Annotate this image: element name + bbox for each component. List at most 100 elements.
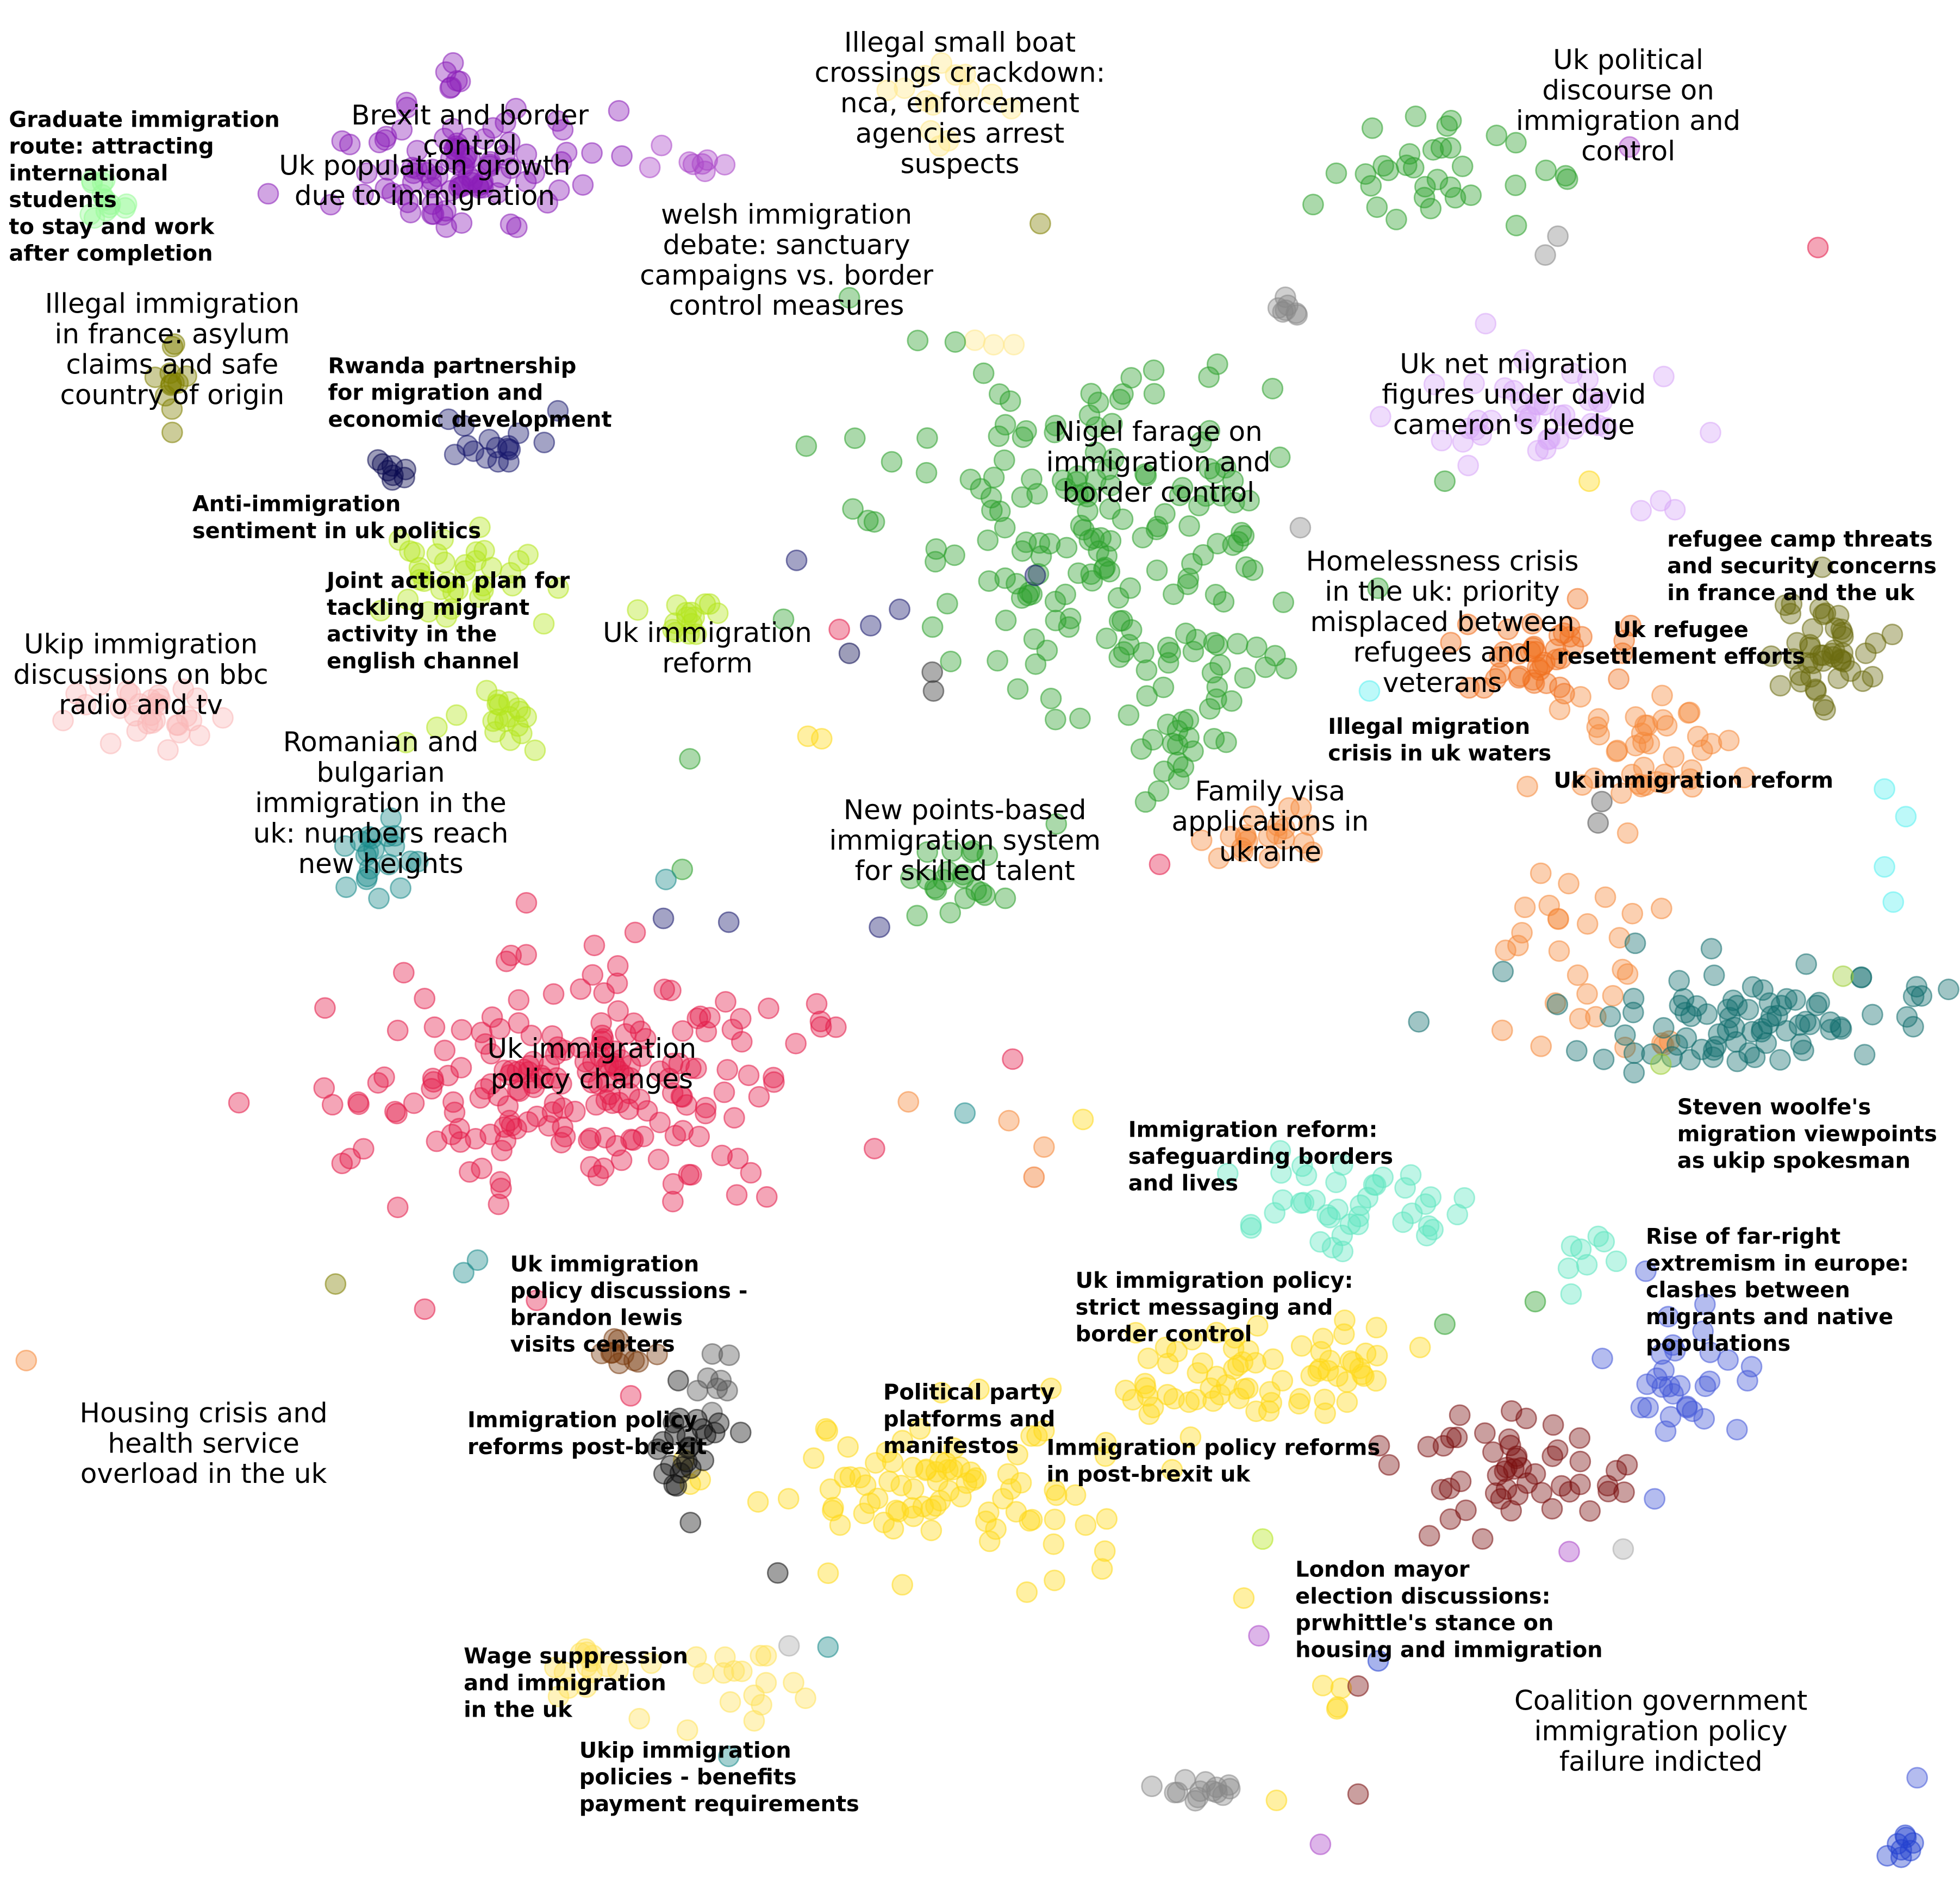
cluster-point (126, 720, 148, 742)
cluster-point (1369, 406, 1391, 428)
cluster-point (1521, 613, 1543, 635)
cluster-point (902, 1478, 925, 1500)
cluster-point (1733, 766, 1755, 789)
cluster-point (1385, 208, 1407, 230)
cluster-point (713, 1662, 734, 1684)
cluster-point (390, 877, 411, 899)
cluster-label-line: border control (1062, 477, 1254, 508)
cluster-point (876, 79, 898, 102)
outlier-point (717, 1745, 740, 1767)
cluster-point (461, 172, 483, 194)
cluster-point (15, 1349, 38, 1371)
cluster-point (1527, 394, 1549, 416)
cluster-point (1687, 725, 1709, 747)
outlier-point (889, 598, 910, 620)
cluster-point (1596, 1475, 1619, 1496)
cluster-point (925, 551, 946, 573)
cluster-point (1812, 603, 1834, 626)
cluster-point (480, 1043, 502, 1065)
cluster-point (1023, 628, 1045, 650)
cluster-point (795, 1687, 816, 1709)
outlier-point (1023, 1166, 1045, 1188)
cluster-point (1569, 1473, 1591, 1495)
cluster-point (358, 826, 380, 848)
scatter-point (1215, 731, 1237, 753)
cluster-point (1616, 1454, 1638, 1476)
cluster-point (167, 714, 189, 736)
cluster-label-line: Uk immigration policy: (1076, 1268, 1353, 1293)
outlier-point (785, 549, 808, 571)
cluster-point (1717, 999, 1739, 1020)
cluster-point (1166, 1340, 1188, 1363)
scatter-point (1134, 791, 1157, 813)
scatter-point (1616, 963, 1639, 985)
cluster-point (1862, 665, 1884, 688)
outlier-point (1578, 470, 1600, 492)
cluster-point (1588, 708, 1609, 730)
cluster-point (1314, 1388, 1335, 1411)
cluster-point (1422, 1219, 1444, 1240)
cluster-point (1591, 391, 1613, 413)
cluster-point (1561, 362, 1583, 384)
cluster-point (1663, 746, 1685, 768)
cluster-point (988, 425, 1010, 447)
outlier-point (1248, 1625, 1270, 1647)
cluster-point (1096, 1508, 1118, 1530)
cluster-label-line: resettlement efforts (1557, 644, 1805, 669)
cluster-point (368, 132, 390, 153)
cluster-point (1154, 503, 1176, 525)
cluster-point (1402, 157, 1425, 179)
outlier-point (828, 619, 851, 640)
cluster-point (352, 183, 374, 205)
cluster-point (423, 1016, 446, 1038)
cluster-point (1737, 1370, 1758, 1392)
cluster-point (1085, 416, 1107, 438)
cluster-point (1597, 1481, 1619, 1502)
cluster-point (680, 1057, 702, 1080)
cluster-point (1608, 668, 1630, 690)
cluster-label-line: Uk refugee (1613, 618, 1748, 643)
scatter-point (1152, 676, 1175, 699)
cluster-point (698, 593, 721, 615)
cluster-point (1700, 938, 1722, 960)
cluster-label-line: control (423, 130, 517, 161)
cluster-point (1862, 1003, 1883, 1026)
cluster-point (1026, 1425, 1048, 1447)
cluster-point (1811, 556, 1833, 578)
cluster-point (714, 1646, 736, 1668)
cluster-point (624, 921, 646, 944)
cluster-point (914, 65, 936, 87)
cluster-point (686, 1007, 709, 1030)
cluster-point (497, 1095, 519, 1117)
cluster-point (160, 374, 182, 396)
outlier-point (1650, 1053, 1672, 1075)
cluster-point (670, 1086, 692, 1107)
cluster-label-line: due to immigration (295, 180, 555, 211)
cluster-label-line: radio and tv (59, 689, 223, 721)
cluster-point (1570, 685, 1591, 708)
outlier-point (1832, 965, 1854, 987)
cluster-point (1571, 774, 1593, 796)
cluster-point (729, 1008, 752, 1030)
scatter-point (1135, 659, 1158, 681)
cluster-point (451, 1019, 473, 1041)
cluster-point (1293, 1192, 1315, 1214)
cluster-point (93, 170, 116, 191)
cluster-point (591, 1024, 613, 1046)
scatter-point (1201, 662, 1224, 684)
scatter-point (686, 1380, 709, 1402)
cluster-point (1010, 1471, 1032, 1494)
cluster-point (639, 157, 661, 178)
cluster-point (1503, 379, 1525, 402)
cluster-point (1741, 976, 1764, 998)
cluster-label-line: in post-brexit uk (1046, 1462, 1251, 1487)
cluster-point (1801, 618, 1824, 640)
cluster-point (1672, 988, 1695, 1010)
cluster-point (993, 449, 1015, 471)
cluster-label: Rwanda partnership for migration and econo… (328, 353, 611, 432)
cluster-point (1460, 184, 1482, 207)
cluster-label: refugee camp threats and security concern… (1667, 527, 1937, 605)
cluster-point (1703, 964, 1725, 987)
cluster-point (545, 1044, 567, 1065)
cluster-point (940, 650, 962, 672)
